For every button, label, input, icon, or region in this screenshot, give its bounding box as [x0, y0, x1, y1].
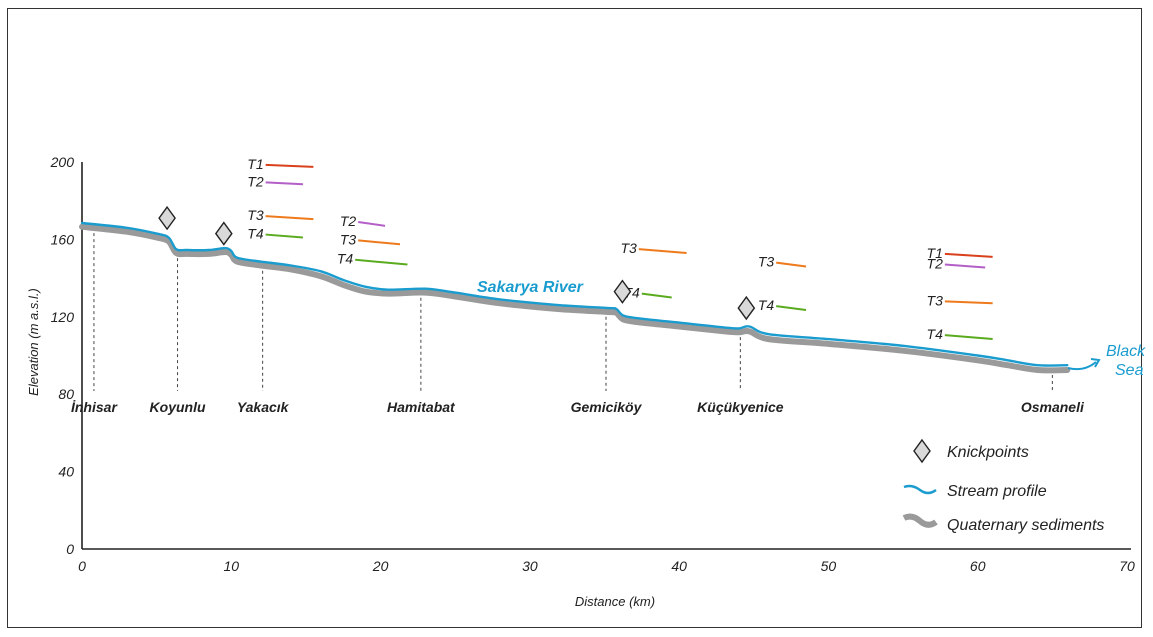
legend-knickpoints-marker: [913, 438, 931, 464]
terrace-label: T2: [247, 173, 264, 189]
terrace-label: T1: [927, 245, 943, 261]
y-tick-label: 80: [58, 386, 74, 402]
y-ticks: 0 40 80 120 160 200: [50, 154, 75, 557]
knickpoint-marker: [158, 205, 176, 231]
x-tick-label: 0: [78, 558, 86, 574]
terrace-line: [641, 292, 672, 299]
legend-sediments-marker: [902, 513, 938, 528]
terrace-line: [265, 233, 304, 239]
terrace-line: [265, 163, 314, 168]
terrace-line: [355, 258, 408, 266]
terrace-label: T4: [758, 297, 775, 313]
x-tick-label: 50: [821, 558, 837, 574]
terrace-line: [944, 252, 993, 258]
x-tick-label: 70: [1119, 558, 1135, 574]
terrace-label: T3: [247, 207, 264, 223]
location-label: Küçükyenice: [697, 399, 784, 415]
legend: Knickpoints Stream profile Quaternary se…: [902, 438, 1104, 534]
x-tick-label: 40: [671, 558, 687, 574]
stream-profile-line: [80, 221, 1069, 367]
terrace-line: [358, 220, 386, 227]
y-tick-label: 120: [51, 309, 75, 325]
y-tick-label: 40: [58, 464, 74, 480]
terrace-line: [265, 215, 314, 221]
location-label: Gemiciköy: [571, 399, 643, 415]
x-tick-label: 30: [522, 558, 538, 574]
sea-label-line1: Black: [1106, 343, 1146, 360]
y-tick-label: 0: [66, 541, 74, 557]
location-labels: İnhisar Koyunlu Yakacık Hamitabat Gemiciköy K…: [71, 399, 1085, 415]
legend-stream-label: Stream profile: [947, 483, 1047, 500]
terrace-line: [265, 181, 303, 186]
terrace-line: [638, 248, 687, 254]
location-label: İnhisar: [71, 399, 118, 415]
terrace-line: [358, 239, 401, 246]
terrace-label: T3: [758, 254, 775, 270]
stream-profile-series: [80, 221, 1069, 367]
legend-stream-marker: [903, 484, 937, 495]
x-tick-label: 20: [372, 558, 389, 574]
sediments-line: [79, 223, 1071, 374]
y-axis-label: Elevation (m a.s.l.): [26, 288, 41, 396]
sea-arrow: [1067, 358, 1101, 371]
terrace-line: [944, 300, 993, 305]
terrace-label: T4: [927, 326, 944, 342]
terrace-label: T4: [247, 226, 264, 242]
location-label: Yakacık: [237, 399, 290, 415]
knickpoints: [158, 205, 756, 321]
x-tick-label: 60: [970, 558, 986, 574]
terrace-line: [944, 263, 986, 269]
terrace-line: [944, 334, 993, 341]
x-ticks: 0 10 20 30 40 50 60 70: [78, 558, 1135, 574]
terrace-line: [776, 305, 807, 312]
sea-label-line2: Sea: [1115, 362, 1144, 379]
terrace-label: T1: [247, 156, 263, 172]
terrace-label: T2: [927, 256, 944, 272]
location-label: Osmaneli: [1021, 399, 1085, 415]
x-axis-label: Distance (km): [575, 594, 655, 609]
y-tick-label: 160: [51, 231, 75, 247]
location-label: Hamitabat: [387, 399, 456, 415]
location-label: Koyunlu: [150, 399, 206, 415]
knickpoint-marker: [737, 295, 756, 321]
y-tick-label: 200: [50, 154, 75, 170]
terrace-label: T4: [337, 251, 354, 267]
legend-knickpoints-label: Knickpoints: [947, 444, 1029, 461]
terrace-label: T3: [927, 292, 944, 308]
terrace-line: [776, 261, 807, 268]
knickpoint-marker: [214, 221, 233, 246]
figure-frame: [7, 8, 1142, 628]
terrace-label: T3: [340, 231, 357, 247]
terrace-label: T2: [340, 213, 357, 229]
legend-sediments-label: Quaternary sediments: [947, 517, 1104, 534]
terrace-label: T3: [620, 240, 637, 256]
axes: 0 10 20 30 40 50 60 70 0 40 80 120 160 200 Distance …: [26, 154, 1135, 609]
location-dashed-lines: [93, 233, 1053, 391]
knickpoint-marker: [613, 279, 632, 304]
river-label: Sakarya River: [477, 279, 584, 296]
x-tick-label: 10: [223, 558, 239, 574]
quaternary-sediments-series: [79, 223, 1071, 374]
